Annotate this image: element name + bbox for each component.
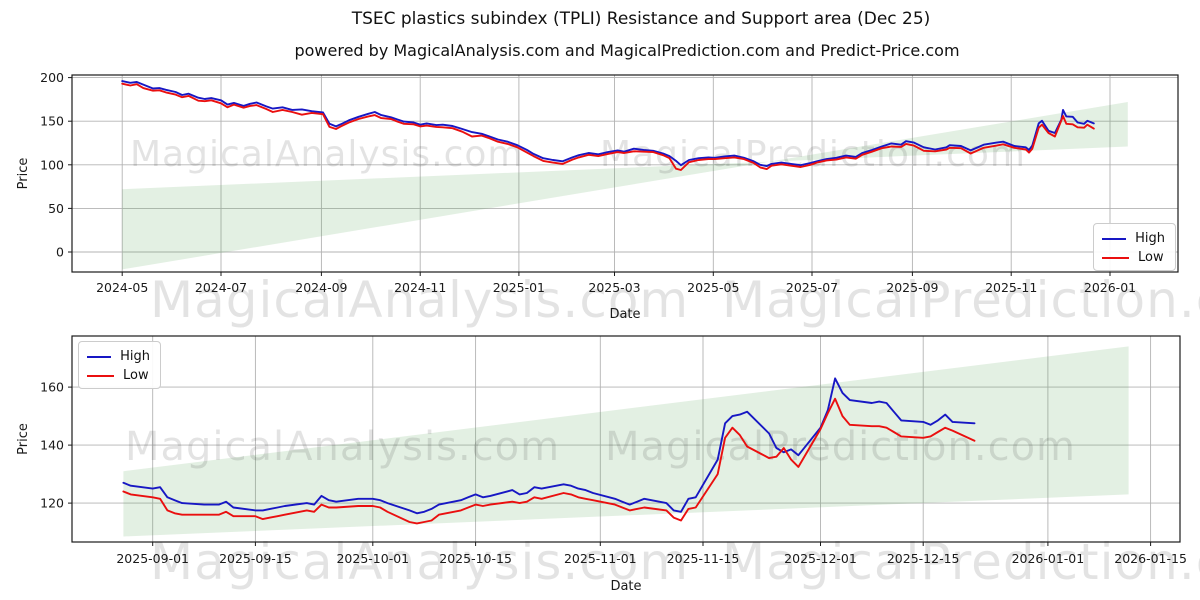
legend-label-high: High <box>120 349 150 364</box>
svg-text:MagicalAnalysis.com: MagicalAnalysis.com <box>150 271 689 329</box>
svg-text:MagicalPrediction.com: MagicalPrediction.com <box>722 271 1200 329</box>
svg-text:2025-09-01: 2025-09-01 <box>116 551 189 566</box>
legend-top-chart: High Low <box>1093 223 1176 271</box>
legend-item-high: High <box>1102 229 1165 248</box>
high-line-swatch <box>1102 237 1127 240</box>
chart-title: TSEC plastics subindex (TPLI) Resistance… <box>351 9 931 29</box>
svg-text:160: 160 <box>40 380 64 395</box>
svg-text:MagicalAnalysis.com: MagicalAnalysis.com <box>150 533 689 591</box>
svg-text:MagicalAnalysis.com: MagicalAnalysis.com <box>130 134 523 175</box>
legend-label-low: Low <box>123 368 149 383</box>
svg-text:2024-09: 2024-09 <box>295 280 347 295</box>
svg-text:Price: Price <box>16 158 31 190</box>
svg-text:200: 200 <box>40 70 64 85</box>
svg-text:2024-11: 2024-11 <box>394 280 446 295</box>
svg-text:2026-01: 2026-01 <box>1084 280 1136 295</box>
svg-text:2025-09: 2025-09 <box>886 280 938 295</box>
svg-text:50: 50 <box>48 201 64 216</box>
svg-text:MagicalPrediction.com: MagicalPrediction.com <box>722 533 1200 591</box>
svg-text:Date: Date <box>610 579 641 594</box>
svg-text:2024-07: 2024-07 <box>195 280 247 295</box>
svg-text:2025-12-15: 2025-12-15 <box>887 551 960 566</box>
svg-text:100: 100 <box>40 157 64 172</box>
svg-text:2025-03: 2025-03 <box>588 280 640 295</box>
svg-text:MagicalAnalysis.com: MagicalAnalysis.com <box>125 424 560 470</box>
low-line-swatch <box>1102 256 1129 259</box>
svg-text:0: 0 <box>56 245 64 260</box>
chart-subtitle: powered by MagicalAnalysis.com and Magic… <box>294 41 960 60</box>
svg-text:2026-01-01: 2026-01-01 <box>1012 551 1085 566</box>
legend-item-low: Low <box>1102 248 1165 267</box>
svg-text:2025-11-15: 2025-11-15 <box>667 551 740 566</box>
svg-text:2025-11-01: 2025-11-01 <box>564 551 637 566</box>
svg-text:2026-01-15: 2026-01-15 <box>1114 551 1187 566</box>
high-line-swatch <box>87 355 112 358</box>
svg-text:Price: Price <box>16 423 31 455</box>
legend-item-low: Low <box>87 366 150 385</box>
svg-text:140: 140 <box>40 438 64 453</box>
svg-text:2025-07: 2025-07 <box>786 280 838 295</box>
svg-text:2025-09-15: 2025-09-15 <box>219 551 292 566</box>
svg-text:Date: Date <box>609 307 640 322</box>
svg-text:2025-10-01: 2025-10-01 <box>336 551 409 566</box>
svg-text:2025-12-01: 2025-12-01 <box>784 551 857 566</box>
svg-text:MagicalPrediction.com: MagicalPrediction.com <box>600 134 1026 175</box>
low-line-swatch <box>87 374 114 377</box>
legend-item-high: High <box>87 347 150 366</box>
legend-bottom-chart: High Low <box>78 341 161 389</box>
svg-text:2025-10-15: 2025-10-15 <box>439 551 512 566</box>
svg-text:2025-01: 2025-01 <box>493 280 545 295</box>
legend-label-low: Low <box>1138 250 1164 265</box>
legend-label-high: High <box>1135 231 1165 246</box>
svg-text:MagicalPrediction.com: MagicalPrediction.com <box>605 424 1076 470</box>
svg-text:2025-11: 2025-11 <box>985 280 1037 295</box>
svg-text:2025-05: 2025-05 <box>687 280 739 295</box>
svg-text:2024-05: 2024-05 <box>96 280 148 295</box>
svg-text:120: 120 <box>40 496 64 511</box>
svg-text:150: 150 <box>40 114 64 129</box>
